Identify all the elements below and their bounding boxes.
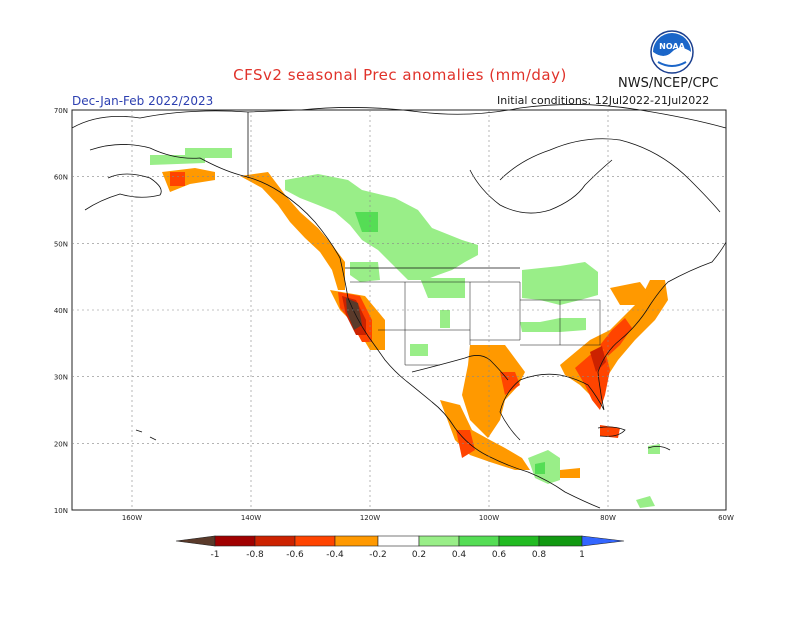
wet-area-yucatan (535, 462, 545, 474)
legend-swatch-0 (175, 535, 216, 547)
wet-area-caribbean (636, 496, 655, 508)
legend-colorbar (175, 535, 625, 547)
legend-label-8: 0.8 (532, 550, 547, 560)
lat-label-30n: 30N (54, 374, 68, 382)
initial-conditions-label: Initial conditions: 12Jul2022-21Jul2022 (497, 94, 710, 107)
lat-label-60n: 60N (54, 174, 68, 182)
legend-swatch-6 (418, 535, 460, 547)
wet-area-great-plains (420, 278, 465, 298)
wet-area-colorado (440, 310, 450, 328)
lon-label-160w: 160W (122, 514, 142, 522)
wet-area-alaska-north (150, 148, 232, 165)
graticule (72, 110, 726, 510)
anomaly-fields (150, 148, 668, 508)
legend-swatch-10 (581, 535, 625, 547)
map-title: CFSv2 seasonal Prec anomalies (mm/day) (233, 66, 567, 84)
legend-label-7: 0.6 (492, 550, 507, 560)
latitude-labels: 70N 60N 50N 40N 30N 20N 10N (54, 107, 68, 515)
lat-label-20n: 20N (54, 440, 68, 448)
noaa-logo-icon: NOAA (650, 30, 694, 74)
dry-area-texas-coast (500, 372, 520, 395)
dry-area-california-extreme (346, 298, 362, 330)
dry-area-texas (462, 345, 525, 438)
wet-area-ohio-valley (520, 318, 586, 332)
agency-label: NWS/NCEP/CPC (618, 76, 719, 91)
legend-swatch-7 (458, 535, 500, 547)
wet-area-hispaniola (648, 444, 660, 454)
wet-area-bc-core (355, 212, 378, 232)
lat-label-40n: 40N (54, 307, 68, 315)
lon-label-60w: 60W (718, 514, 734, 522)
legend-label-3: -0.4 (326, 550, 344, 560)
season-label: Dec-Jan-Feb 2022/2023 (72, 94, 214, 108)
longitude-labels: 160W 140W 120W 100W 80W 60W (122, 514, 734, 522)
lat-label-50n: 50N (54, 240, 68, 248)
coastlines (71, 104, 727, 509)
lon-label-100w: 100W (479, 514, 499, 522)
dry-area-georgia-heavy (590, 346, 606, 372)
dry-area-aleutians (162, 168, 215, 192)
legend-swatch-3 (294, 535, 336, 547)
lon-label-140w: 140W (241, 514, 261, 522)
lat-label-70n: 70N (54, 107, 68, 115)
dry-area-mexico-west (440, 400, 530, 470)
legend-label-2: -0.6 (286, 550, 304, 560)
legend-label-9: 1 (579, 550, 585, 560)
dry-area-cuba (600, 425, 620, 438)
noaa-logo-text: NOAA (659, 42, 685, 51)
legend-swatch-1 (214, 535, 256, 547)
state-borders (350, 281, 601, 366)
dry-area-gulf-alaska (240, 172, 345, 290)
legend-swatch-2 (254, 535, 296, 547)
dry-area-mexico-pacific (456, 430, 475, 458)
lon-label-120w: 120W (360, 514, 380, 522)
wet-area-northern-rockies (350, 262, 380, 282)
legend-swatch-5 (377, 535, 420, 547)
dry-area-yucatan-east (560, 468, 580, 478)
legend-label-1: -0.8 (246, 550, 264, 560)
dry-area-aleutian-core (170, 172, 185, 186)
lon-label-80w: 80W (600, 514, 616, 522)
wet-area-southwest (410, 344, 428, 356)
legend-label-5: 0.2 (412, 550, 426, 560)
legend-swatch-9 (538, 535, 583, 547)
wet-area-great-lakes (522, 262, 598, 305)
dry-area-northeast (610, 282, 650, 305)
wet-area-western-canada (285, 174, 478, 280)
legend-label-6: 0.4 (452, 550, 467, 560)
legend-swatch-4 (334, 535, 379, 547)
lat-label-10n: 10N (54, 507, 68, 515)
legend-label-4: -0.2 (369, 550, 387, 560)
legend-label-0: -1 (211, 550, 220, 560)
legend-labels: -1 -0.8 -0.6 -0.4 -0.2 0.2 0.4 0.6 0.8 1 (211, 550, 585, 560)
legend-swatch-8 (498, 535, 540, 547)
